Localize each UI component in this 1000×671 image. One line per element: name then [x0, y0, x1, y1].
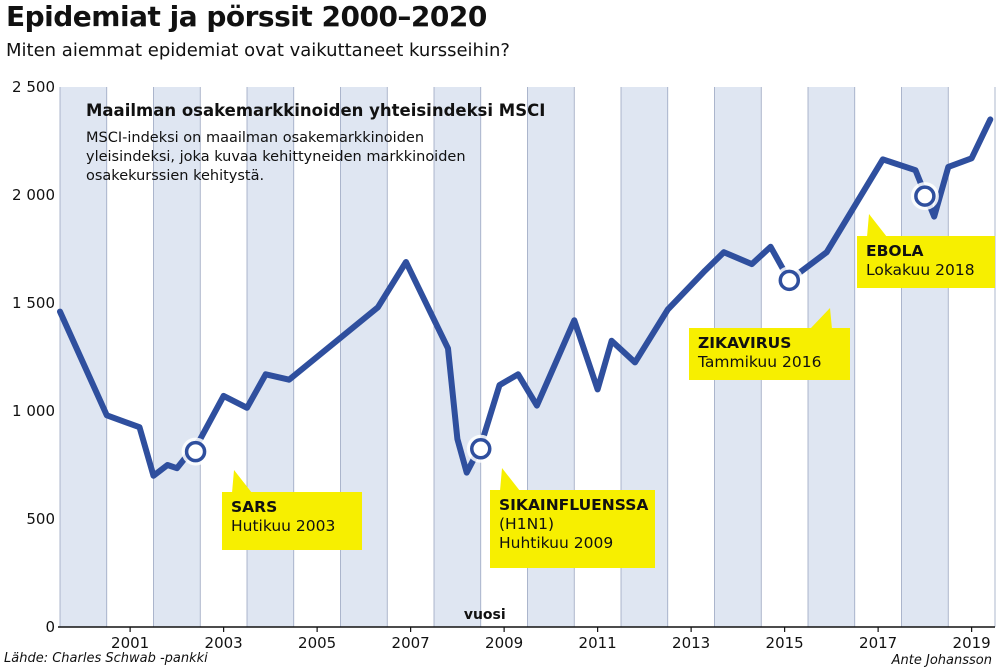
- callout-box: [857, 236, 995, 288]
- callout-epidemic-name: SIKAINFLUENSSA: [499, 496, 648, 514]
- callout-pointer: [500, 468, 520, 491]
- callout-epidemic-subname: (H1N1): [499, 515, 554, 533]
- callout-epidemic-name: SARS: [231, 498, 277, 516]
- y-tick-label: 1 000: [12, 402, 55, 420]
- author-credit: Ante Johansson: [891, 653, 992, 668]
- x-axis-ticks: 2001 2003 2005 2007 2009 2011 2013 2015 2017 2019: [111, 627, 991, 652]
- x-tick-label: 2007: [392, 634, 430, 652]
- callout-box: [490, 490, 655, 568]
- index-info-panel: Maailman osakemarkkinoiden yhteisindeksi…: [86, 101, 545, 184]
- index-description-line: yleisindeksi, joka kuvaa kehittyneiden m…: [86, 149, 466, 165]
- y-tick-label: 500: [26, 510, 55, 528]
- x-tick-label: 2005: [298, 634, 336, 652]
- epidemic-markers: [181, 182, 939, 466]
- y-axis-ticks: 0 500 1 000 1 500 2 000 2 500: [12, 78, 55, 636]
- chart-subtitle: Miten aiemmat epidemiat ovat vaikuttanee…: [6, 40, 510, 61]
- callout-date: Hutikuu 2003: [231, 517, 335, 535]
- x-tick-label: 2019: [953, 634, 991, 652]
- x-axis-label: vuosi: [464, 607, 506, 623]
- callout-date: Lokakuu 2018: [866, 261, 975, 279]
- year-band: [153, 87, 201, 627]
- source-note: Lähde: Charles Schwab -pankki: [4, 651, 208, 666]
- x-tick-label: 2003: [205, 634, 243, 652]
- index-title: Maailman osakemarkkinoiden yhteisindeksi…: [86, 101, 545, 120]
- x-tick-label: 2015: [766, 634, 804, 652]
- epidemic-marker: [778, 269, 801, 292]
- y-tick-label: 2 000: [12, 186, 55, 204]
- x-tick-label: 2009: [485, 634, 523, 652]
- epidemic-marker: [914, 185, 936, 207]
- y-tick-label: 0: [45, 618, 55, 636]
- epidemic-marker: [470, 438, 492, 460]
- callout-date: Tammikuu 2016: [697, 353, 821, 371]
- year-band: [901, 87, 949, 627]
- x-tick-label: 2017: [859, 634, 897, 652]
- epidemic-marker: [184, 440, 207, 463]
- callout-box: [222, 492, 362, 550]
- callout-epidemic-name: ZIKAVIRUS: [698, 334, 791, 352]
- x-tick-label: 2001: [111, 634, 149, 652]
- callout-sikainfluenssa: SIKAINFLUENSSA(H1N1)Huhtikuu 2009: [490, 468, 655, 568]
- callout-epidemic-name: EBOLA: [866, 242, 923, 260]
- x-tick-label: 2011: [579, 634, 617, 652]
- callout-date: Huhtikuu 2009: [499, 534, 613, 552]
- y-tick-label: 2 500: [12, 78, 55, 96]
- callout-pointer: [232, 470, 252, 493]
- x-tick-label: 2013: [672, 634, 710, 652]
- callout-pointer: [810, 308, 832, 329]
- index-description-line: osakekurssien kehitystä.: [86, 168, 264, 184]
- year-band: [434, 87, 481, 627]
- chart-title: Epidemiat ja pörssit 2000–2020: [6, 0, 487, 33]
- y-tick-label: 1 500: [12, 294, 55, 312]
- index-description-line: MSCI-indeksi on maailman osakemarkkinoid…: [86, 130, 424, 146]
- callout-box: [689, 328, 850, 380]
- callout-pointer: [867, 214, 887, 237]
